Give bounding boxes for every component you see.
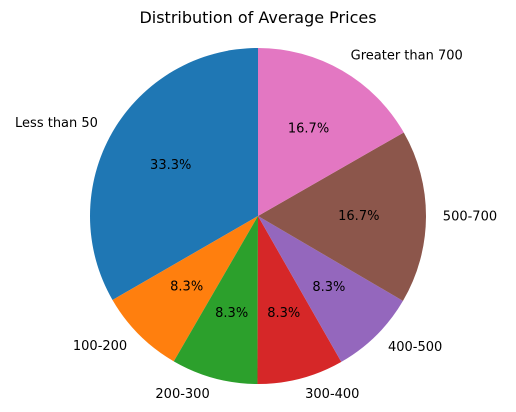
percent-labels: 33.3% 8.3% 8.3% 8.3% 8.3% 16.7% 16.7% (150, 121, 379, 321)
percent-label-greater-than-700: 16.7% (288, 121, 329, 136)
percent-label-less-than-50: 33.3% (150, 158, 191, 173)
chart-title: Distribution of Average Prices (139, 8, 376, 27)
percent-label-300-400: 8.3% (267, 306, 300, 321)
category-label-less-than-50: Less than 50 (15, 116, 98, 131)
pie-slices (90, 48, 427, 384)
percent-label-500-700: 16.7% (338, 209, 379, 224)
category-label-greater-than-700: Greater than 700 (351, 49, 463, 64)
category-label-100-200: 100-200 (73, 339, 127, 354)
slice-less-than-50 (90, 48, 258, 300)
category-label-200-300: 200-300 (155, 387, 209, 402)
slice-300-400 (257, 216, 342, 384)
percent-label-200-300: 8.3% (215, 306, 248, 321)
percent-label-400-500: 8.3% (312, 280, 345, 295)
category-labels: Less than 50 100-200 200-300 300-400 400-500… (15, 49, 497, 403)
category-label-400-500: 400-500 (388, 340, 442, 355)
slice-greater-than-700 (258, 48, 404, 216)
category-label-500-700: 500-700 (443, 209, 497, 224)
percent-label-100-200: 8.3% (170, 280, 203, 295)
slice-400-500 (258, 216, 403, 362)
category-label-300-400: 300-400 (305, 387, 359, 402)
slice-200-300 (173, 216, 258, 384)
slice-100-200 (112, 216, 259, 362)
slice-500-700 (258, 132, 427, 301)
